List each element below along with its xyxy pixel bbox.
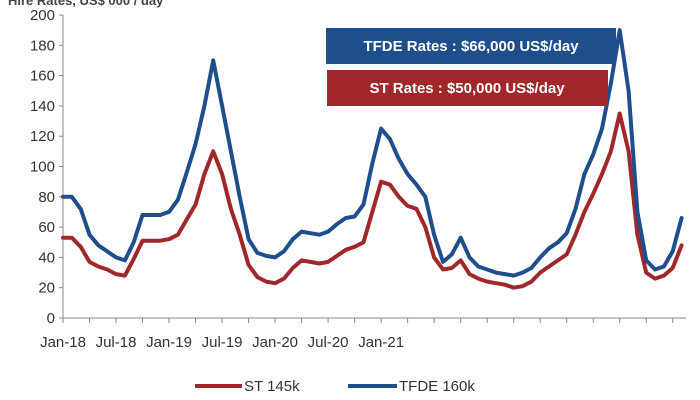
series-line-st-145k: [61, 111, 684, 290]
st-rates-annotation-text: ST Rates : $50,000 US$/day: [369, 80, 565, 97]
y-tick-label: 20: [38, 280, 55, 297]
y-tick-label: 120: [30, 128, 55, 145]
x-tick-label: Jan-20: [252, 334, 298, 351]
y-axis: 0 20 40 60 80 100 120 140 160 180 200: [30, 7, 64, 327]
y-tick-label: 100: [30, 159, 55, 176]
y-tick-label: 160: [30, 68, 55, 85]
tfde-rates-annotation-box: [326, 28, 616, 64]
x-tick-label: Jan-18: [40, 334, 86, 351]
series-line-tfde-160k: [61, 28, 684, 278]
y-tick-label: 0: [47, 310, 55, 327]
y-tick-label: 60: [38, 219, 55, 236]
st-rates-annotation-box: [327, 70, 608, 106]
legend: ST 145k TFDE 160k: [195, 378, 475, 395]
x-tick-label: Jul-20: [308, 334, 349, 351]
st-rates-annotation: ST Rates : $50,000 US$/day: [327, 70, 608, 106]
tfde-rates-annotation-text: TFDE Rates : $66,000 US$/day: [363, 38, 579, 55]
chart-title: Hire Rates, US$ 000 / day: [8, 0, 164, 8]
x-tick-label: Jul-19: [202, 334, 243, 351]
legend-label-st-145k: ST 145k: [244, 378, 300, 395]
legend-item-tfde-160k: TFDE 160k: [348, 378, 475, 395]
series-layer: [61, 28, 684, 290]
x-tick-label: Jan-21: [358, 334, 404, 351]
x-axis: Jan-18 Jul-18 Jan-19 Jul-19 Jan-20 Jul-20 Jan-…: [40, 317, 686, 351]
y-tick-label: 40: [38, 249, 55, 266]
x-tick-label: Jan-19: [146, 334, 192, 351]
tfde-rates-annotation: TFDE Rates : $66,000 US$/day: [326, 28, 616, 64]
y-tick-label: 140: [30, 98, 55, 115]
y-tick-label: 200: [30, 7, 55, 24]
y-tick-label: 180: [30, 37, 55, 54]
y-tick-label: 80: [38, 189, 55, 206]
legend-label-tfde-160k: TFDE 160k: [399, 378, 475, 395]
legend-item-st-145k: ST 145k: [195, 378, 300, 395]
x-tick-label: Jul-18: [96, 334, 137, 351]
